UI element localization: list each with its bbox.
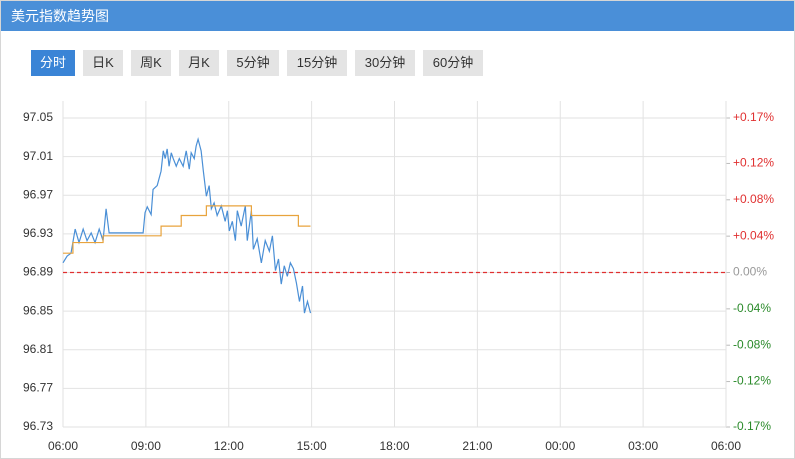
y-tick-label: 96.77 — [23, 381, 53, 395]
x-tick-label: 21:00 — [462, 439, 492, 453]
y2-tick-label: +0.12% — [733, 156, 774, 170]
tab[interactable]: 30分钟 — [355, 50, 415, 76]
tab[interactable]: 月K — [179, 50, 219, 76]
y-tick-label: 96.85 — [23, 303, 53, 317]
y2-tick-label: +0.04% — [733, 228, 774, 242]
x-tick-label: 06:00 — [711, 439, 741, 453]
y-tick-label: 96.89 — [23, 265, 53, 279]
series-line — [63, 205, 311, 254]
x-tick-label: 06:00 — [48, 439, 78, 453]
tab[interactable]: 分时 — [31, 50, 75, 76]
x-tick-label: 09:00 — [131, 439, 161, 453]
tab[interactable]: 60分钟 — [423, 50, 483, 76]
y-tick-label: 96.73 — [23, 419, 53, 433]
y-tick-label: 96.93 — [23, 226, 53, 240]
y2-tick-label: -0.08% — [733, 337, 771, 351]
y2-tick-label: -0.12% — [733, 374, 771, 388]
y-tick-label: 96.81 — [23, 342, 53, 356]
x-tick-label: 03:00 — [628, 439, 658, 453]
y-tick-label: 97.01 — [23, 149, 53, 163]
x-tick-label: 15:00 — [297, 439, 327, 453]
x-tick-label: 18:00 — [379, 439, 409, 453]
tab[interactable]: 5分钟 — [227, 50, 279, 76]
tab[interactable]: 15分钟 — [287, 50, 347, 76]
series-line — [62, 136, 312, 314]
tab[interactable]: 周K — [131, 50, 171, 76]
y-tick-label: 96.97 — [23, 187, 53, 201]
header-title: 美元指数趋势图 — [1, 1, 794, 31]
y-tick-label: 97.05 — [23, 110, 53, 124]
x-tick-label: 12:00 — [214, 439, 244, 453]
y2-tick-label: +0.17% — [733, 110, 774, 124]
x-tick-label: 00:00 — [545, 439, 575, 453]
y2-tick-label: 0.00% — [733, 265, 767, 279]
y2-tick-label: -0.17% — [733, 419, 771, 433]
y2-tick-label: -0.04% — [733, 301, 771, 315]
y2-tick-label: +0.08% — [733, 192, 774, 206]
tab[interactable]: 日K — [83, 50, 123, 76]
